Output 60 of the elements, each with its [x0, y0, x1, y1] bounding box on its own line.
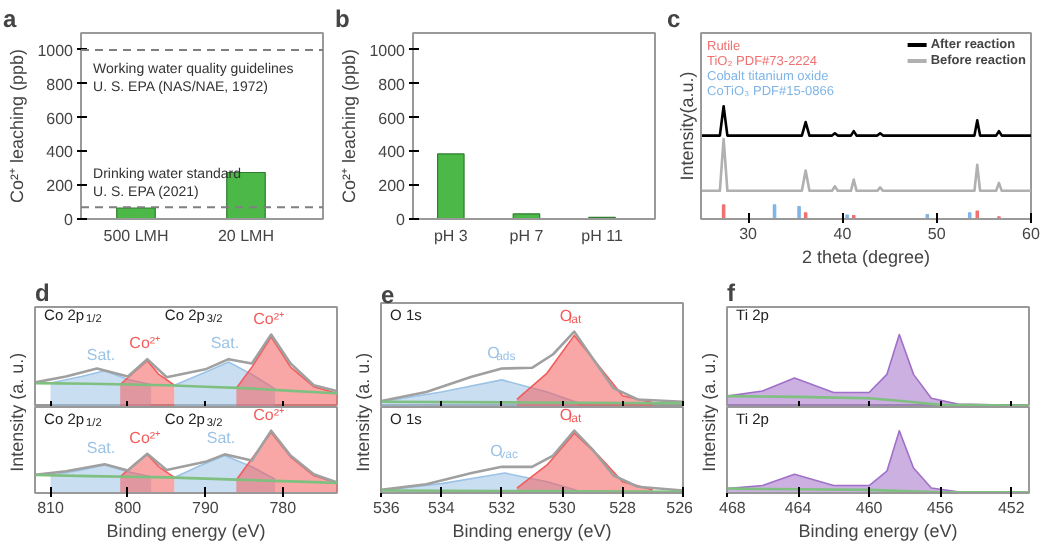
x-tick-label: 464: [784, 499, 813, 517]
y-tick-label: 200: [46, 177, 75, 196]
y-tick-label: 600: [46, 109, 75, 128]
x-tick-label: pH 11: [581, 227, 624, 245]
x-tick-label: 810: [37, 499, 65, 517]
x-tick-label: pH 3: [433, 227, 469, 245]
y-tick-label: 600: [378, 109, 407, 128]
series-label: Sat.: [206, 429, 236, 448]
y-axis-title: Intensity (a. u.): [698, 352, 719, 472]
x-tick-label: 800: [114, 499, 143, 517]
x-tick-label: 536: [373, 499, 401, 517]
chart-title: d: [35, 279, 50, 307]
y-axis-title: Co²⁺ leaching (ppb): [7, 48, 28, 204]
chart-title: c: [667, 5, 681, 33]
chart-title: b: [335, 5, 350, 33]
x-tick-label: 780: [269, 499, 298, 517]
x-tick-label: 20 LMH: [217, 227, 275, 245]
y-tick-label: 400: [378, 143, 407, 162]
y-tick-label: 400: [46, 143, 75, 162]
x-tick-label: 60: [1022, 225, 1040, 243]
x-tick-label: 50: [927, 225, 947, 243]
series-label: Co²⁺: [129, 334, 162, 353]
y-axis-title: Intensity(a.u.): [677, 71, 697, 181]
x-axis-title: Binding energy (eV): [798, 521, 958, 541]
y-axis-title: Intensity (a. u.): [6, 352, 27, 472]
y-axis-title: Co²⁺ leaching (ppb): [339, 48, 360, 204]
chart-title: f: [727, 279, 737, 307]
series-label: Co²⁺: [253, 309, 286, 328]
series-label: Co²⁺: [129, 428, 162, 447]
chart-title: e: [381, 281, 395, 309]
x-tick-label: 456: [926, 499, 955, 517]
y-tick-label: 800: [378, 75, 407, 94]
x-tick-label: 528: [609, 499, 638, 517]
y-axis-title: Intensity (a. u.): [352, 352, 373, 472]
x-axis-title: Binding energy (eV): [106, 521, 266, 541]
y-tick-label: 0: [396, 211, 407, 229]
x-tick-label: 40: [833, 225, 853, 243]
x-tick-label: 500 LMH: [103, 227, 169, 245]
y-tick-label: 1000: [369, 41, 407, 60]
y-tick-label: 0: [64, 211, 75, 229]
x-tick-label: 452: [997, 499, 1026, 517]
series-label: Co²⁺: [253, 405, 286, 424]
x-tick-label: 532: [488, 499, 517, 517]
series-label: Sat.: [86, 345, 116, 364]
series-label: Sat.: [86, 439, 116, 458]
x-axis-title: Binding energy (eV): [452, 521, 612, 541]
x-tick-label: 30: [739, 225, 759, 243]
y-tick-label: 1000: [37, 41, 75, 60]
series-label: Sat.: [210, 334, 240, 353]
x-tick-label: 526: [666, 499, 695, 517]
x-axis-title: 2 theta (degree): [801, 247, 931, 267]
x-tick-label: 460: [855, 499, 884, 517]
y-tick-label: 800: [46, 75, 75, 94]
x-tick-label: 534: [428, 499, 456, 517]
x-tick-label: pH 7: [509, 227, 545, 245]
y-tick-label: 200: [378, 177, 407, 196]
x-tick-label: 790: [192, 499, 220, 517]
x-tick-label: 530: [548, 499, 577, 517]
chart-title: a: [3, 5, 17, 33]
x-tick-label: 468: [719, 499, 747, 517]
